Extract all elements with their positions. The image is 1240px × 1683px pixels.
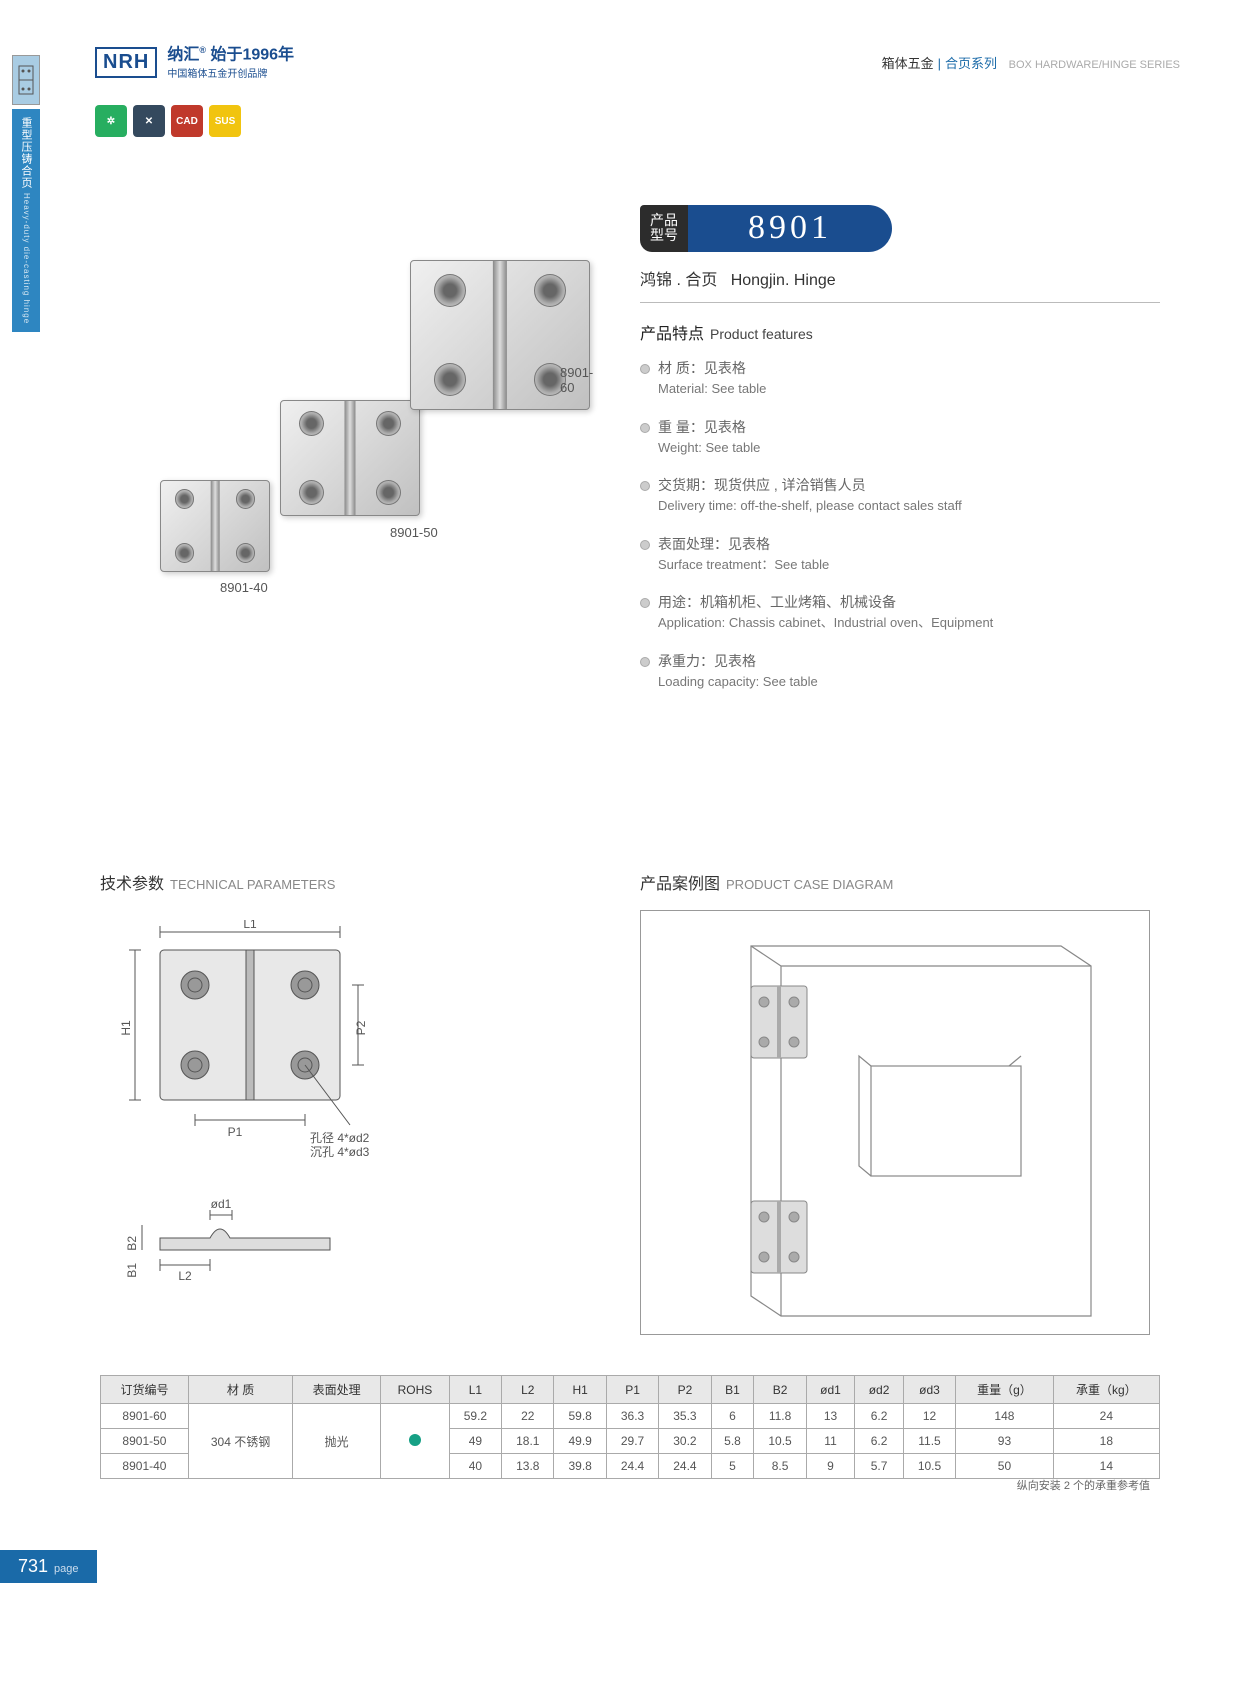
hinge-photo (160, 480, 270, 572)
model-number: 8901 (688, 205, 892, 252)
page-number: 731page (0, 1550, 97, 1583)
hinge-label: 8901-40 (220, 580, 268, 595)
logo-mark: NRH (95, 47, 157, 78)
model-name: 鸿锦 . 合页 Hongjin. Hinge (640, 266, 892, 290)
logo-area: NRH 纳汇® 始于1996年 中国箱体五金开创品牌 (95, 45, 294, 80)
svg-text:P2: P2 (354, 1020, 368, 1035)
cert-badge: CAD (171, 105, 203, 137)
case-diagram-title: 产品案例图PRODUCT CASE DIAGRAM (640, 870, 893, 894)
feature-item: 承重力：见表格Loading capacity: See table (640, 651, 1170, 692)
feature-item: 表面处理：见表格Surface treatment：See table (640, 534, 1170, 575)
product-case-diagram (640, 910, 1150, 1335)
cert-badge: ✕ (133, 105, 165, 137)
table-note: 纵向安装 2 个的承重参考值 (1017, 1477, 1150, 1493)
svg-text:沉孔 4*ød3: 沉孔 4*ød3 (310, 1145, 370, 1159)
hinge-photo (280, 400, 420, 516)
brand-name: 纳汇® 始于1996年 (167, 45, 294, 65)
brand-slogan: 中国箱体五金开创品牌 (167, 65, 294, 80)
table-header-cell: 材 质 (188, 1376, 292, 1404)
page-header: NRH 纳汇® 始于1996年 中国箱体五金开创品牌 箱体五金|合页系列 BOX… (95, 45, 1180, 80)
product-photos: 8901-408901-508901-60 (130, 200, 580, 600)
table-row: 8901-60304 不锈钢抛光59.22259.836.335.3611.81… (101, 1404, 1160, 1429)
feature-item: 重 量：见表格Weight: See table (640, 417, 1170, 458)
technical-diagram: L1 H1 P2 P1 孔径 4*ød2 沉孔 4*ød3 ød1 B2 B1 … (120, 920, 380, 1310)
table-header-cell: B1 (711, 1376, 754, 1404)
svg-text:孔径 4*ød2: 孔径 4*ød2 (310, 1131, 370, 1145)
tech-params-title: 技术参数TECHNICAL PARAMETERS (100, 870, 335, 894)
svg-text:L1: L1 (243, 920, 257, 931)
svg-text:ød1: ød1 (211, 1197, 232, 1211)
side-label: 重型压铸合页 Heavy-duty die-casting hinge (12, 109, 40, 332)
table-header-cell: 重量（g） (956, 1376, 1054, 1404)
feature-item: 材 质：见表格Material: See table (640, 358, 1170, 399)
side-tab: 重型压铸合页 Heavy-duty die-casting hinge (12, 55, 42, 332)
table-header-cell: H1 (554, 1376, 606, 1404)
product-features: 产品特点Product features 材 质：见表格Material: Se… (640, 320, 1170, 709)
table-header-cell: 承重（kg） (1053, 1376, 1159, 1404)
svg-text:B1: B1 (125, 1263, 139, 1278)
table-header-cell: P2 (659, 1376, 711, 1404)
table-header-cell: L1 (449, 1376, 501, 1404)
spec-table: 订货编号材 质表面处理ROHSL1L2H1P1P2B1B2ød1ød2ød3重量… (100, 1375, 1160, 1479)
table-header-cell: ød1 (806, 1376, 855, 1404)
divider (640, 302, 1160, 303)
svg-text:P1: P1 (228, 1125, 243, 1139)
feature-item: 用途：机箱机柜、工业烤箱、机械设备Application: Chassis ca… (640, 592, 1170, 633)
cert-badge: ✲ (95, 105, 127, 137)
svg-text:H1: H1 (120, 1020, 133, 1036)
model-tag: 产品型号 (640, 205, 688, 252)
feature-item: 交货期：现货供应 , 详洽销售人员Delivery time: off-the-… (640, 475, 1170, 516)
table-header-cell: 表面处理 (293, 1376, 381, 1404)
cert-badge: SUS (209, 105, 241, 137)
table-header-cell: ød3 (903, 1376, 955, 1404)
header-breadcrumb: 箱体五金|合页系列 BOX HARDWARE/HINGE SERIES (882, 53, 1180, 72)
table-header-cell: 订货编号 (101, 1376, 189, 1404)
table-header-cell: B2 (754, 1376, 806, 1404)
table-header-cell: P1 (606, 1376, 658, 1404)
table-header-cell: ROHS (381, 1376, 450, 1404)
svg-text:L2: L2 (178, 1269, 192, 1283)
hinge-label: 8901-50 (390, 525, 438, 540)
table-header-cell: L2 (502, 1376, 554, 1404)
hinge-label: 8901-60 (560, 365, 593, 395)
features-title: 产品特点Product features (640, 320, 1170, 344)
cert-badges: ✲✕CADSUS (95, 105, 241, 137)
model-block: 产品型号 8901 鸿锦 . 合页 Hongjin. Hinge (640, 205, 892, 290)
table-header-cell: ød2 (855, 1376, 904, 1404)
hinge-icon (12, 55, 40, 105)
svg-text:B2: B2 (125, 1236, 139, 1251)
